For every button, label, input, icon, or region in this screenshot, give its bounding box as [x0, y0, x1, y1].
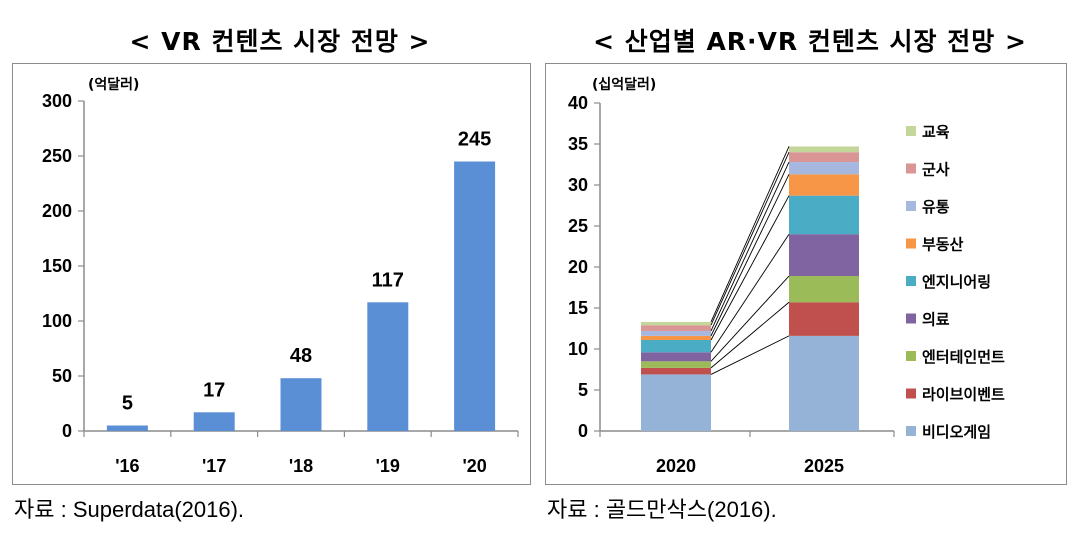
right-y-tick-label: 0 — [578, 421, 588, 441]
right-stack-segment — [789, 174, 859, 196]
right-legend-label: 부동산 — [922, 236, 964, 254]
right-legend-label: 비디오게임 — [922, 423, 991, 441]
right-stack-segment — [641, 321, 711, 326]
right-legend-swatch — [906, 238, 916, 249]
left-data-label: 5 — [122, 393, 133, 415]
right-legend-swatch — [906, 276, 916, 286]
left-y-tick-label: 50 — [52, 366, 72, 386]
right-stack-segment — [641, 367, 711, 375]
left-y-tick-label: 200 — [42, 201, 72, 221]
right-legend-label: 엔지니어링 — [922, 273, 991, 291]
right-legend-label: 유통 — [922, 198, 950, 216]
right-stack-segment — [641, 352, 711, 362]
right-connector-line — [710, 146, 790, 323]
left-bar — [193, 412, 235, 431]
left-bar — [106, 425, 148, 431]
left-x-tick-label: '19 — [376, 456, 400, 476]
right-legend-swatch — [906, 388, 916, 399]
right-legend-label: 엔터테인먼트 — [922, 348, 1005, 366]
right-legend-swatch — [906, 313, 916, 324]
right-stack-segment — [789, 276, 859, 303]
right-x-tick-label: 2020 — [656, 456, 696, 476]
right-y-tick-label: 25 — [568, 216, 588, 236]
right-legend-swatch — [906, 426, 916, 436]
vr-market-chart-frame — [12, 63, 531, 485]
right-stack-segment — [789, 335, 859, 431]
right-connector-line — [710, 195, 790, 341]
right-legend-swatch — [906, 126, 916, 136]
right-stack-segment — [789, 302, 859, 336]
left-x-tick-label: '20 — [462, 456, 486, 476]
right-y-tick-label: 35 — [568, 134, 588, 154]
left-y-tick-label: 300 — [42, 91, 72, 111]
right-stack-segment — [789, 152, 859, 163]
right-legend-label: 라이브이벤트 — [922, 386, 1005, 404]
left-unit-label: (억달러) — [88, 77, 139, 93]
right-connector-line — [710, 301, 790, 369]
right-stack-segment — [641, 339, 711, 353]
left-y-tick-label: 250 — [42, 146, 72, 166]
right-stack-segment — [789, 195, 859, 235]
right-legend-label: 의료 — [922, 311, 950, 329]
left-data-label: 48 — [290, 345, 312, 367]
right-unit-label: (십억달러) — [592, 77, 656, 93]
right-connector-line — [710, 275, 790, 362]
right-connector-line — [710, 152, 790, 326]
right-stack-segment — [641, 325, 711, 331]
right-legend-label: 군사 — [922, 161, 950, 179]
left-bar — [454, 161, 496, 431]
right-y-tick-label: 20 — [568, 257, 588, 277]
right-connector-line — [710, 161, 790, 332]
right-y-tick-label: 5 — [578, 380, 588, 400]
right-y-tick-label: 15 — [568, 298, 588, 318]
left-y-tick-label: 100 — [42, 311, 72, 331]
right-connector-line — [710, 233, 790, 353]
left-y-tick-label: 150 — [42, 256, 72, 276]
right-source-note: 자료 : 골드만삭스(2016). — [547, 497, 777, 522]
right-stack-segment — [641, 335, 711, 340]
right-legend-swatch — [906, 351, 916, 361]
right-y-tick-label: 30 — [568, 175, 588, 195]
right-legend-swatch — [906, 163, 916, 174]
left-y-tick-label: 0 — [62, 421, 72, 441]
left-bar — [367, 302, 409, 431]
left-bar — [280, 378, 322, 431]
right-legend-label: 교육 — [922, 123, 950, 141]
left-x-tick-label: '18 — [289, 456, 313, 476]
right-stack-segment — [789, 146, 859, 153]
left-data-label: 117 — [372, 269, 404, 291]
left-source-note: 자료 : Superdata(2016). — [14, 497, 245, 522]
left-data-label: 17 — [203, 379, 225, 401]
left-x-tick-label: '17 — [202, 456, 226, 476]
right-stack-segment — [641, 330, 711, 336]
left-data-label: 245 — [458, 129, 491, 151]
right-y-tick-label: 40 — [568, 93, 588, 113]
right-connector-line — [710, 174, 790, 337]
right-stack-segment — [641, 361, 711, 368]
left-x-tick-label: '16 — [115, 456, 139, 476]
right-legend-swatch — [906, 201, 916, 211]
right-x-tick-label: 2025 — [804, 456, 844, 476]
right-stack-segment — [641, 374, 711, 431]
right-y-tick-label: 10 — [568, 339, 588, 359]
right-stack-segment — [789, 162, 859, 175]
right-stack-segment — [789, 234, 859, 277]
left-chart-title: < VR 컨텐츠 시장 전망 > — [129, 27, 431, 56]
right-connector-line — [710, 335, 790, 375]
right-chart-title: < 산업별 AR·VR 컨텐츠 시장 전망 > — [593, 27, 1027, 56]
